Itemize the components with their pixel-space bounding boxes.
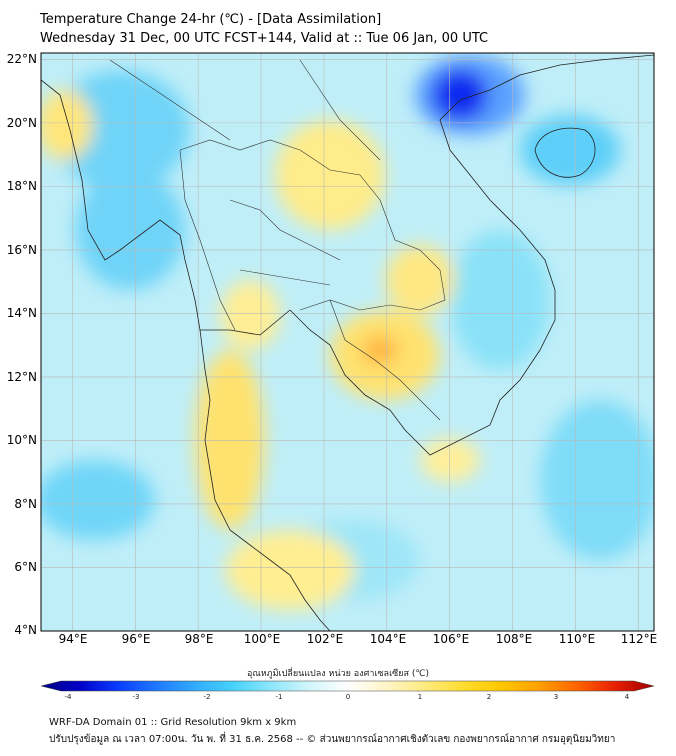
border-myanmar-china (109, 59, 231, 141)
cold-anomaly-andaman (41, 460, 155, 540)
lon-label-98e: 98°E (184, 632, 214, 646)
warm-anomaly-laos (275, 120, 385, 230)
lat-label-20n: 20°N (6, 116, 37, 130)
cold-anomaly-bay-of-bengal (75, 170, 185, 290)
warm-anomaly-east-thailand (385, 245, 455, 315)
lat-label-6n: 6°N (14, 560, 37, 574)
lon-label-94e: 94°E (58, 632, 88, 646)
temperature-field (41, 55, 654, 610)
admin-borders (109, 59, 446, 421)
map-field-area (41, 53, 654, 631)
chart-title: Temperature Change 24-hr (℃) - [Data Ass… (40, 12, 382, 27)
colorbar (40, 680, 655, 692)
map-frame (40, 52, 655, 632)
coastline-hainan (534, 127, 596, 178)
lat-label-8n: 8°N (14, 497, 37, 511)
coastline-gulf-thailand-north (200, 309, 291, 336)
province-borders-central (239, 269, 331, 286)
border-thailand-laos (179, 139, 446, 311)
lat-label-22n: 22°N (6, 52, 37, 66)
lon-label-106e: 106°E (432, 632, 470, 646)
cold-anomaly-east-sea (540, 400, 654, 560)
lon-label-104e: 104°E (369, 632, 407, 646)
lat-label-4n: 4°N (14, 623, 37, 637)
border-thailand-myanmar (179, 149, 236, 331)
colorbar-tick-m2: -2 (203, 693, 211, 701)
chart-subtitle-valid-time: Wednesday 31 Dec, 00 UTC FCST+144, Valid… (40, 31, 489, 46)
lon-label-100e: 100°E (243, 632, 281, 646)
warm-anomaly-mekong-delta (420, 438, 480, 482)
lon-label-110e: 110°E (558, 632, 596, 646)
colorbar-tick-m4: -4 (64, 693, 72, 701)
colorbar-tick-m1: -1 (275, 693, 283, 701)
colorbar-tick-3: 3 (553, 693, 559, 701)
province-borders-north (229, 199, 341, 261)
colorbar-bar (40, 680, 655, 692)
colorbar-tick-m3: -3 (132, 693, 140, 701)
lon-label-96e: 96°E (121, 632, 151, 646)
warm-core-cambodia (362, 336, 398, 364)
colorbar-title: อุณหภูมิเปลี่ยนแปลง หน่วย องศาเซลเซียส (… (246, 669, 430, 679)
colorbar-tick-1: 1 (417, 693, 423, 701)
cold-anomaly-hainan (520, 115, 620, 185)
cold-anomaly-north-myanmar (50, 70, 190, 190)
warm-anomaly-west (41, 90, 93, 160)
coastlines (41, 54, 654, 631)
warm-anomaly-central-thailand (220, 280, 280, 350)
colorbar-tick-0: 0 (345, 693, 351, 701)
colorbar-tick-4: 4 (624, 693, 630, 701)
footer-model-info: WRF-DA Domain 01 :: Grid Resolution 9km … (49, 717, 297, 728)
map-gridlines (41, 53, 654, 631)
warm-anomaly-malay (225, 530, 355, 610)
footer-update-credit: ปรับปรุงข้อมูล ณ เวลา 07:00น. วัน พ. ที่… (49, 734, 616, 745)
lat-label-12n: 12°N (6, 370, 37, 384)
lat-label-18n: 18°N (6, 179, 37, 193)
lat-label-10n: 10°N (6, 433, 37, 447)
cold-core-tonkin (432, 69, 488, 121)
border-laos-vietnam (299, 59, 381, 161)
border-cambodia (329, 299, 441, 421)
lon-label-112e: 112°E (620, 632, 658, 646)
lat-label-16n: 16°N (6, 243, 37, 257)
lon-label-108e: 108°E (495, 632, 533, 646)
lat-label-14n: 14°N (6, 306, 37, 320)
cold-anomaly-vietnam-coast (450, 230, 550, 370)
coastline-east (289, 54, 654, 456)
lon-label-102e: 102°E (306, 632, 344, 646)
colorbar-tick-2: 2 (486, 693, 492, 701)
